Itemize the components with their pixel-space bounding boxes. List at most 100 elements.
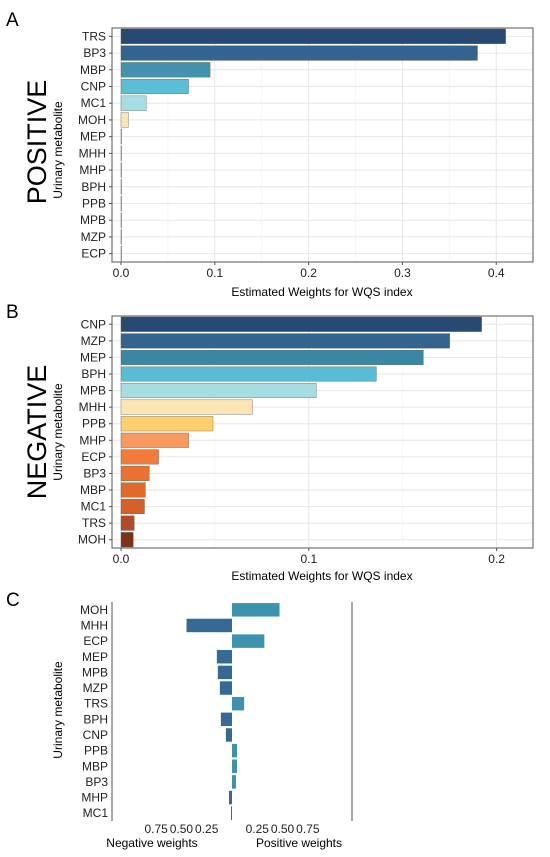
- panel-b-category-label: MHH: [79, 400, 106, 414]
- panel-c-category-label: MEP: [82, 650, 108, 664]
- panel-b-x-tick-label: 0.2: [488, 552, 505, 566]
- panel-b-bar-trs: [120, 515, 135, 531]
- panel-a-bar-bp3: [120, 45, 478, 61]
- panel-c-category-label: ECP: [83, 634, 108, 648]
- panel-b-category-label: MHP: [79, 433, 106, 447]
- panel-c-bar-mbp: [232, 759, 238, 773]
- panel-a-frame: [111, 27, 534, 263]
- panel-c-bar-mhp: [228, 790, 232, 805]
- panel-c-bar-cnp: [225, 728, 232, 742]
- panel-b-x-tick-label: 0.0: [113, 552, 130, 566]
- panel-b-category-label: MPB: [80, 384, 106, 398]
- panel-a-category-label: MHH: [79, 146, 106, 160]
- panel-c-letter: C: [6, 590, 20, 611]
- panel-b-category-label: BPH: [81, 367, 106, 381]
- panel-a-x-tick-label: 0.0: [113, 266, 130, 280]
- panel-b-plot: CNP MZP MEP BPH MPB MHH PPB MHP ECP BP3 MBP MC1 TRS M…: [78, 315, 534, 566]
- panel-b-letter: B: [6, 302, 19, 323]
- panel-a-category-label: MOH: [78, 113, 106, 127]
- panel-a-plot: TRS BP3 MBP CNP MC1 MOH MEP MHH MHP BPH PPB MPB MZP E…: [78, 27, 534, 280]
- panel-a-category-label: MPB: [80, 213, 106, 227]
- panel-b: B NEGATIVE Urinary metabolite Estimated …: [6, 302, 534, 583]
- panel-b-category-label: MZP: [81, 334, 106, 348]
- panel-c-x-tick-label: 0.50: [170, 822, 194, 836]
- panel-c-x-tick-label: 0.50: [271, 822, 295, 836]
- panel-a-bar-mzp: [120, 229, 122, 245]
- panel-b-x-axis-label: Estimated Weights for WQS index: [231, 569, 412, 583]
- panel-a-category-label: MZP: [81, 230, 106, 244]
- panel-c-category-label: MPB: [82, 665, 108, 679]
- panel-b-category-label: CNP: [81, 317, 106, 331]
- panel-b-bar-mep: [120, 349, 424, 365]
- panel-a-category-label: MHP: [79, 163, 106, 177]
- panel-b-bar-mpb: [120, 383, 317, 399]
- panel-c-bar-ecp: [232, 634, 265, 648]
- panel-b-bar-cnp: [120, 316, 482, 332]
- panel-a-x-axis-label: Estimated Weights for WQS index: [231, 285, 412, 299]
- panel-b-category-label: BP3: [83, 466, 106, 480]
- panel-c-bar-mpb: [217, 665, 232, 680]
- panel-c-bar-trs: [232, 696, 245, 711]
- panel-a-x-tick-label: 0.3: [394, 266, 411, 280]
- panel-c-x-tick-label: 0.75: [144, 822, 168, 836]
- panel-a-bar-mpb: [120, 212, 122, 228]
- panel-c-bar-mhh: [186, 618, 232, 633]
- panel-a-bar-mhh: [120, 145, 122, 161]
- panel-c-category-label: BPH: [83, 712, 108, 726]
- panel-c-x-tick-label: 0.25: [246, 822, 270, 836]
- panel-c-category-label: MHP: [81, 791, 108, 805]
- panel-b-y-axis-label: Urinary metabolite: [51, 383, 65, 481]
- panel-a-category-label: TRS: [82, 29, 106, 43]
- panel-a: A POSITIVE Urinary metabolite Estimated …: [6, 10, 534, 299]
- panel-c-bar-ppb: [232, 743, 238, 758]
- panel-a-bar-mep: [120, 129, 122, 145]
- panel-b-bar-ecp: [120, 449, 159, 465]
- panel-c-bar-mc1: [230, 806, 232, 820]
- panel-a-bar-ppb: [120, 195, 122, 212]
- panel-c-category-label: MOH: [80, 603, 108, 617]
- panel-c-bar-mep: [216, 650, 232, 664]
- panel-b-bar-mbp: [120, 482, 146, 498]
- panel-c-category-label: MC1: [83, 806, 109, 820]
- panel-a-bar-mhp: [120, 162, 122, 178]
- panel-a-y-axis-label: Urinary metabolite: [51, 101, 65, 199]
- panel-a-letter: A: [6, 10, 19, 31]
- panel-a-side-label: POSITIVE: [22, 80, 52, 205]
- panel-b-bar-mhp: [120, 432, 189, 448]
- panel-c-bar-bp3: [232, 775, 237, 789]
- panel-c-positive-label: Positive weights: [256, 836, 342, 850]
- panel-b-bar-ppb: [120, 416, 214, 432]
- panel-a-x-tick-label: 0.1: [206, 266, 223, 280]
- panel-b-bar-bph: [120, 366, 377, 382]
- panel-a-bar-mc1: [120, 95, 147, 111]
- panel-c-category-label: CNP: [83, 728, 108, 742]
- panel-b-category-label: MEP: [80, 350, 106, 364]
- panel-a-x-tick-label: 0.4: [488, 266, 505, 280]
- panel-b-category-label: PPB: [82, 417, 106, 431]
- panel-c-category-label: TRS: [84, 697, 108, 711]
- panel-b-x-tick-label: 0.1: [300, 552, 317, 566]
- panel-c-bar-moh: [232, 603, 280, 617]
- panel-c-y-axis-label: Urinary metabolite: [51, 661, 65, 759]
- panel-b-bar-mzp: [120, 333, 450, 349]
- panel-c-category-label: MHH: [81, 618, 108, 632]
- panel-a-category-label: CNP: [81, 80, 106, 94]
- panel-b-bar-bp3: [120, 465, 150, 481]
- panel-c-category-label: MZP: [83, 681, 108, 695]
- panel-a-x-tick-label: 0.2: [300, 266, 317, 280]
- panel-c-category-label: PPB: [84, 744, 108, 758]
- panel-b-bar-mc1: [120, 499, 145, 515]
- panel-a-bar-moh: [120, 112, 129, 128]
- panel-b-frame: [111, 315, 534, 549]
- panel-b-side-label: NEGATIVE: [22, 365, 52, 500]
- panel-b-bar-mhh: [120, 399, 253, 415]
- panel-b-category-label: MOH: [78, 533, 106, 547]
- panel-b-category-label: ECP: [81, 450, 106, 464]
- panel-a-category-label: PPB: [82, 197, 106, 211]
- panel-b-category-label: MC1: [81, 500, 107, 514]
- panel-c-bar-bph: [220, 712, 232, 727]
- panel-a-bar-ecp: [120, 246, 122, 262]
- panel-a-category-label: MC1: [81, 96, 107, 110]
- panel-a-category-label: BPH: [81, 180, 106, 194]
